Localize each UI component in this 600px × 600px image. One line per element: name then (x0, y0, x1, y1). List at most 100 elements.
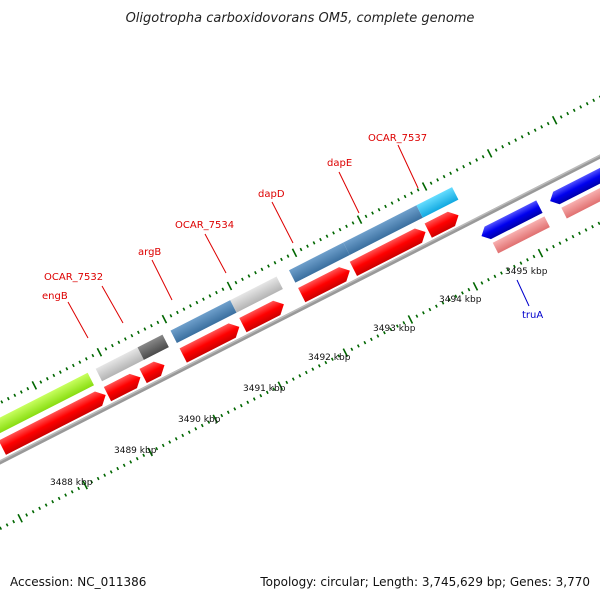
minor-tick (57, 496, 61, 501)
cds-feature[interactable] (424, 208, 463, 238)
scale-labels: 3488 kbp 3489 kbp 3490 kbp 3491 kbp 3492… (50, 267, 548, 488)
minor-tick (12, 519, 16, 524)
cds-feature[interactable] (547, 144, 600, 207)
gene-label-truA[interactable]: truA (522, 310, 543, 321)
minor-tick (395, 324, 399, 328)
minor-tick (572, 108, 576, 112)
minor-tick (142, 453, 146, 458)
minor-tick (565, 238, 568, 242)
minor-tick (415, 314, 419, 318)
cds-feature[interactable] (179, 320, 243, 363)
rna-feature[interactable] (492, 216, 550, 254)
gene-label-dapD[interactable]: dapD (258, 189, 285, 200)
minor-tick (265, 390, 269, 395)
minor-tick (454, 294, 458, 298)
minor-tick (267, 264, 270, 268)
major-tick (31, 380, 38, 390)
major-tick (472, 281, 479, 291)
minor-tick (304, 370, 308, 375)
minor-tick (350, 347, 354, 351)
minor-tick (226, 410, 230, 414)
rna-feature[interactable] (561, 160, 600, 219)
gene-label-ocar-7532[interactable]: OCAR_7532 (44, 272, 103, 283)
cog-feature[interactable] (343, 205, 423, 255)
minor-tick (96, 476, 100, 481)
minor-tick (494, 148, 498, 152)
label-leader-line (338, 171, 360, 214)
minor-tick (338, 227, 342, 232)
cds-feature[interactable] (298, 264, 353, 303)
minor-tick (252, 397, 256, 401)
minor-tick (77, 486, 81, 491)
minor-tick (13, 393, 17, 398)
minor-tick (247, 274, 251, 278)
minor-tick (234, 280, 238, 285)
scale-tick-label: 3490 kbp (178, 415, 221, 425)
minor-tick (475, 158, 479, 162)
cog-feature[interactable] (416, 187, 459, 218)
minor-tick (389, 327, 393, 332)
cog-feature[interactable] (289, 242, 350, 283)
cds-feature[interactable] (0, 388, 109, 455)
minor-tick (384, 204, 387, 209)
cog-feature[interactable] (170, 300, 237, 344)
map-title: Oligotropha carboxidovorans OM5, complet… (126, 11, 475, 26)
minor-tick (129, 460, 133, 464)
major-tick (356, 215, 363, 225)
minor-tick (519, 261, 523, 265)
cog-feature[interactable] (230, 276, 283, 313)
label-leader-line (397, 144, 419, 189)
minor-tick (514, 138, 518, 142)
label-leader-line (151, 259, 173, 301)
minor-tick (481, 154, 485, 159)
cog-feature[interactable] (0, 372, 94, 436)
scale-tick-label: 3491 kbp (243, 384, 286, 394)
scale-tick-label: 3492 kbp (308, 353, 351, 363)
minor-tick (319, 237, 322, 242)
scale-tick-label: 3495 kbp (505, 267, 548, 277)
minor-tick (207, 420, 211, 424)
minor-tick (364, 214, 368, 219)
cds-feature[interactable] (349, 225, 429, 276)
minor-tick (84, 357, 88, 361)
cog-feature[interactable] (95, 347, 144, 382)
minor-tick (382, 331, 386, 335)
minor-tick (181, 433, 185, 438)
major-tick (277, 381, 284, 391)
minor-tick (345, 224, 348, 228)
minor-tick (487, 277, 490, 282)
minor-tick (377, 208, 381, 212)
cds-feature[interactable] (139, 358, 168, 384)
minor-tick (25, 513, 29, 517)
cds-feature[interactable] (478, 200, 543, 242)
outer-tick-row (0, 95, 600, 404)
minor-tick (58, 370, 62, 374)
minor-tick (182, 307, 186, 311)
gene-label-ocar-7534[interactable]: OCAR_7534 (175, 220, 234, 231)
major-tick (161, 314, 168, 324)
gene-label-ocar-7537[interactable]: OCAR_7537 (368, 133, 427, 144)
gene-label-dapE[interactable]: dapE (327, 158, 352, 169)
cds-feature[interactable] (103, 370, 144, 402)
gene-label-engB[interactable]: engB (42, 291, 68, 302)
minor-tick (462, 164, 466, 169)
scale-tick-label: 3494 kbp (439, 295, 482, 305)
minor-tick (584, 228, 588, 232)
major-tick (82, 480, 88, 490)
minor-tick (202, 297, 205, 301)
cog-feature[interactable] (137, 334, 169, 360)
minor-tick (337, 354, 341, 358)
minor-tick (208, 294, 212, 298)
minor-tick (422, 311, 425, 315)
scale-tick-label: 3493 kbp (373, 324, 416, 334)
minor-tick (455, 168, 459, 172)
major-tick (226, 281, 233, 291)
minor-tick (369, 337, 373, 342)
major-tick (486, 149, 493, 158)
minor-tick (410, 191, 413, 195)
minor-tick (540, 125, 544, 129)
minor-tick (480, 281, 484, 285)
gene-label-argB[interactable]: argB (138, 247, 161, 258)
cds-feature[interactable] (239, 297, 287, 333)
minor-tick (6, 396, 10, 401)
